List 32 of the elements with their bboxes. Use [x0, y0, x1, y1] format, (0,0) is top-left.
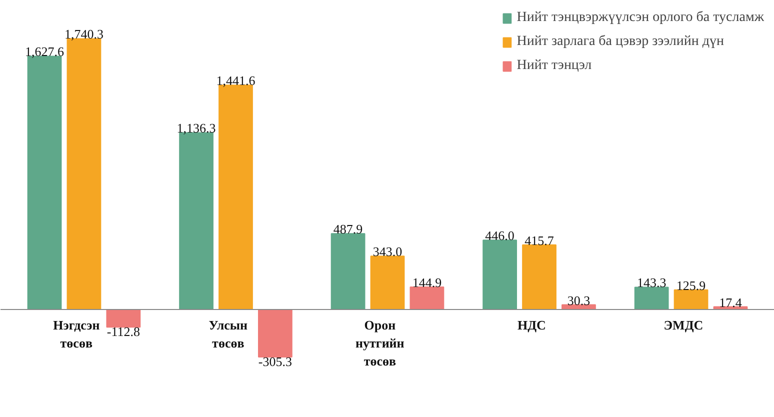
data-label: 1,441.6 [216, 73, 256, 88]
legend-label: Нийт тэнцвэржүүлсэн орлого ба тусламж [516, 10, 764, 26]
x-tick-label: ЭМДС [664, 318, 704, 333]
data-label: -305.3 [258, 354, 292, 370]
data-label: 487.9 [333, 222, 363, 237]
data-label: 343.0 [372, 244, 402, 260]
data-label: 30.3 [567, 292, 590, 308]
x-tick-label: Улсын төсөв [208, 318, 248, 351]
bar [258, 309, 292, 358]
data-label: 17.4 [719, 294, 742, 310]
bar [370, 256, 405, 310]
data-label: 415.7 [524, 232, 554, 248]
bar [634, 286, 669, 310]
bar [482, 240, 517, 310]
bar [522, 244, 556, 310]
legend-label: Нийт зарлага ба цэвэр зээлийн дүн [516, 34, 724, 50]
x-tick-label: Орон нутгийн төсөв [356, 318, 405, 369]
data-label: 125.9 [676, 278, 706, 293]
data-label: 1,627.6 [25, 44, 65, 60]
bar [330, 233, 366, 310]
data-label: 1,740.3 [64, 26, 104, 42]
data-label: 1,136.3 [176, 120, 216, 136]
bar [674, 289, 708, 310]
x-tick-label: НДС [517, 318, 546, 333]
data-label: -112.8 [106, 324, 140, 340]
legend-label: Нийт тэнцэл [516, 58, 592, 74]
x-tick-label: Нэгдсэн төсөв [53, 318, 100, 351]
data-label: 143.3 [636, 275, 666, 290]
bar [106, 309, 141, 328]
data-label: 144.9 [412, 274, 442, 290]
data-label: 446.0 [485, 228, 514, 244]
bar [410, 286, 444, 310]
